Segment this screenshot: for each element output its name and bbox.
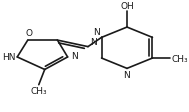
Text: N: N [124,70,130,79]
Text: OH: OH [120,2,134,11]
Text: O: O [26,29,33,38]
Text: CH₃: CH₃ [30,86,47,95]
Text: N: N [93,28,100,37]
Text: N: N [90,37,96,46]
Text: N: N [71,52,78,61]
Text: CH₃: CH₃ [171,54,188,63]
Text: HN: HN [2,53,15,62]
